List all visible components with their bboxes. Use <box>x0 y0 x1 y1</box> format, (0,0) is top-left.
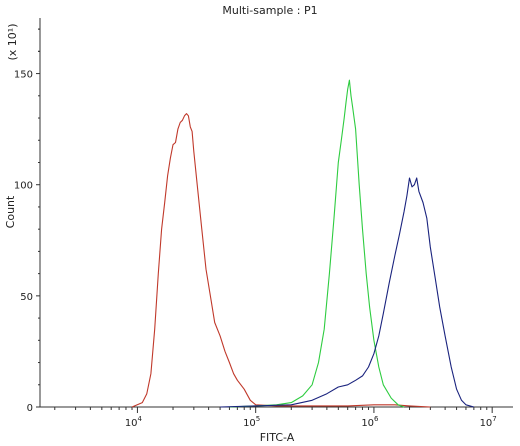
y-tick-label: 50 <box>20 292 33 303</box>
x-tick-label: 105 <box>243 415 260 429</box>
x-tick-label: 106 <box>361 415 379 429</box>
x-tick-label: 104 <box>125 415 143 429</box>
x-axis-label: FITC-A <box>260 431 295 444</box>
series-line-1 <box>131 113 431 408</box>
series-line-2 <box>229 79 405 408</box>
y-tick-label: 0 <box>27 403 33 414</box>
series-line-3 <box>220 177 475 408</box>
series-group <box>131 79 475 408</box>
y-axis-label: Count <box>4 195 17 228</box>
x-tick-label: 107 <box>480 415 497 429</box>
chart-title: Multi-sample : P1 <box>222 4 317 17</box>
y-ticks: 0 50 100 150 <box>14 28 40 414</box>
y-tick-label: 100 <box>14 181 33 192</box>
y-multiplier-label: (x 10¹) <box>6 24 19 61</box>
y-tick-label: 150 <box>14 70 33 81</box>
x-ticks: 104 105 106 107 <box>54 407 497 429</box>
